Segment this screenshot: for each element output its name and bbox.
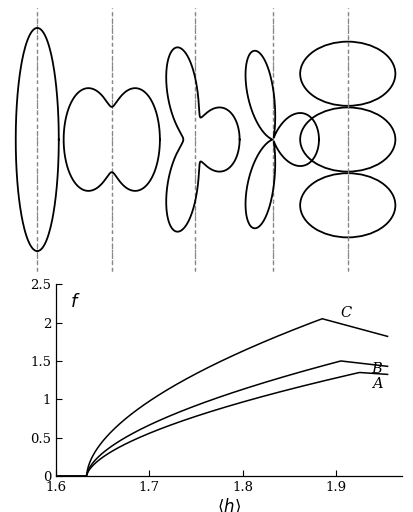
Text: C: C — [340, 306, 351, 319]
Text: B: B — [371, 361, 382, 376]
Text: A: A — [371, 377, 381, 391]
X-axis label: $\langle h \rangle$: $\langle h \rangle$ — [216, 497, 240, 512]
Text: $f$: $f$ — [70, 293, 80, 311]
